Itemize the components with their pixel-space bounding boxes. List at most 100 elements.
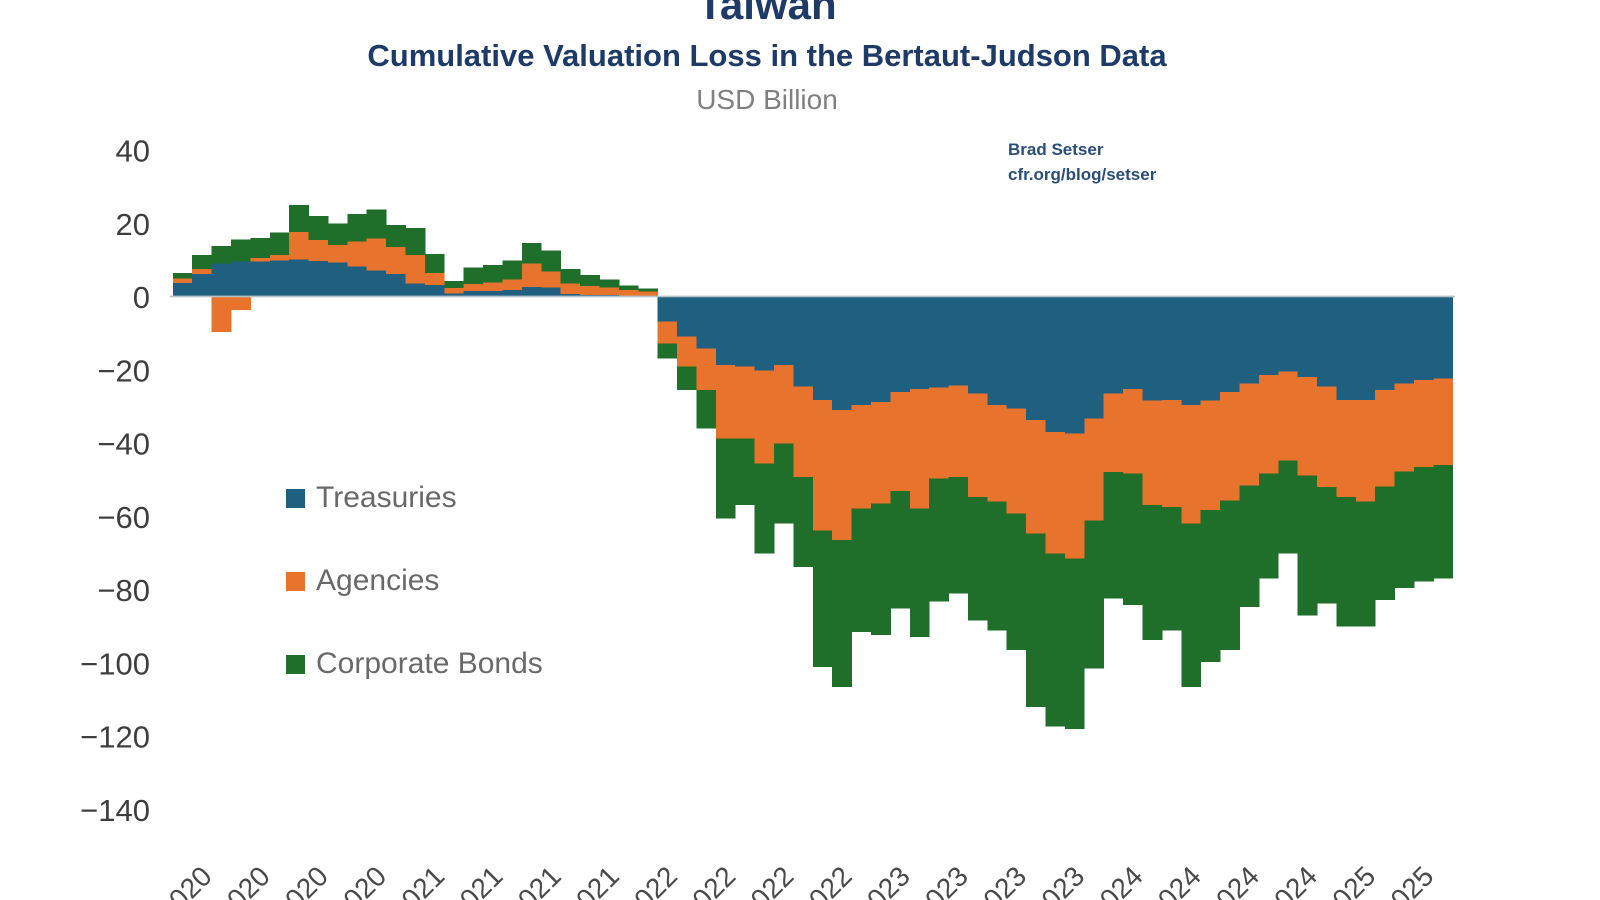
- bar-segment: [1026, 420, 1046, 534]
- bar-segment: [211, 246, 232, 264]
- bar-segment: [386, 224, 406, 248]
- bar-segment: [1006, 297, 1027, 409]
- bar-segment: [967, 297, 988, 394]
- bar-segment: [909, 508, 930, 637]
- bar-segment: [890, 297, 911, 393]
- bar-segment: [1278, 371, 1299, 461]
- bar-segment: [1258, 375, 1279, 474]
- bar-segment: [405, 283, 426, 297]
- bar-segment: [1026, 533, 1046, 707]
- bar-segment: [851, 508, 872, 632]
- bar-segment: [1336, 496, 1357, 627]
- bar-segment: [1355, 297, 1376, 400]
- bar-segment: [1045, 553, 1066, 727]
- bar-segment: [715, 438, 736, 519]
- bar-segment: [890, 491, 911, 609]
- bar-segment: [1375, 390, 1396, 487]
- bar-segment: [1278, 460, 1299, 554]
- bar-segment: [657, 297, 678, 322]
- bar-segment: [444, 293, 465, 297]
- bar-segment: [560, 294, 581, 297]
- bar-segment: [832, 540, 852, 688]
- bar-segment: [1200, 510, 1221, 662]
- legend-item-treasuries: Treasuries: [286, 481, 457, 514]
- bar-segment: [1375, 486, 1396, 600]
- bar-segment: [1239, 297, 1260, 384]
- bar-segment: [327, 262, 348, 297]
- bar-segment: [929, 297, 949, 388]
- bar-segment: [599, 279, 620, 288]
- bar-segment: [1355, 399, 1376, 502]
- bar-segment: [1278, 297, 1299, 372]
- bar-segment: [832, 297, 852, 411]
- bar-segment: [754, 463, 775, 554]
- attribution-url: cfr.org/blog/setser: [1008, 164, 1157, 184]
- bar-segment: [386, 273, 406, 297]
- bar-segment: [1181, 523, 1202, 688]
- bar-segment: [1394, 383, 1415, 472]
- bar-segment: [1220, 500, 1240, 651]
- bar-segment: [560, 269, 581, 284]
- bar-segment: [735, 297, 756, 367]
- bar-segment: [657, 343, 678, 359]
- bar-segment: [1103, 297, 1124, 394]
- y-tick-label: −40: [97, 427, 150, 462]
- bar-segment: [696, 297, 717, 349]
- bar-segment: [1414, 466, 1434, 582]
- bar-segment: [386, 247, 406, 274]
- bar-segment: [618, 290, 639, 296]
- bar-segment: [230, 261, 251, 297]
- bar-segment: [638, 288, 659, 292]
- bar-segment: [599, 287, 620, 296]
- bar-segment: [1181, 297, 1202, 406]
- bar-segment: [308, 239, 329, 261]
- bar-segment: [1220, 297, 1240, 392]
- bar-segment: [289, 231, 309, 260]
- bar-segment: [1064, 297, 1085, 434]
- bar-segment: [1103, 393, 1124, 473]
- bar-segment: [560, 283, 581, 295]
- bar-segment: [929, 387, 949, 479]
- bar-segment: [948, 476, 969, 594]
- bar-segment: [1297, 376, 1318, 476]
- bar-segment: [192, 273, 212, 297]
- bar-segment: [870, 401, 891, 504]
- bar-segment: [1317, 386, 1337, 488]
- bar-segment: [870, 297, 891, 402]
- bar-segment: [1394, 471, 1415, 589]
- bar-segment: [677, 366, 697, 391]
- bar-segment: [715, 365, 736, 439]
- legend-label-corporate-bonds: Corporate Bonds: [316, 647, 543, 680]
- bar-segment: [870, 503, 891, 636]
- bar-segment: [1375, 297, 1396, 391]
- bar-segment: [502, 290, 523, 297]
- bar-segment: [1394, 297, 1415, 384]
- page-subtitle: Cumulative Valuation Loss in the Bertaut…: [367, 38, 1167, 73]
- legend-label-treasuries: Treasuries: [316, 481, 457, 514]
- bar-segment: [1239, 485, 1260, 607]
- bar-segment: [1355, 501, 1376, 627]
- bar-segment: [1064, 433, 1085, 559]
- bar-segment: [1200, 400, 1221, 511]
- bar-segment: [308, 260, 329, 297]
- bar-segment: [929, 478, 949, 602]
- bar-segment: [715, 297, 736, 366]
- bar-segment: [1200, 297, 1221, 401]
- bar-segment: [948, 385, 969, 477]
- bar-segment: [618, 285, 639, 291]
- bar-segment: [1297, 475, 1318, 616]
- bar-segment: [211, 263, 232, 297]
- y-tick-label: −20: [97, 353, 150, 388]
- corporate-bonds-swatch-icon: [286, 654, 305, 674]
- bar-segment: [230, 239, 251, 262]
- bar-segment: [909, 388, 930, 509]
- bar-segment: [269, 260, 290, 297]
- bar-segment: [502, 260, 523, 280]
- bar-segment: [735, 438, 756, 506]
- bar-segment: [1258, 473, 1279, 579]
- legend-item-agencies: Agencies: [286, 564, 439, 597]
- bar-segment: [366, 270, 387, 297]
- bar-segment: [774, 297, 794, 366]
- bar-segment: [1336, 399, 1357, 497]
